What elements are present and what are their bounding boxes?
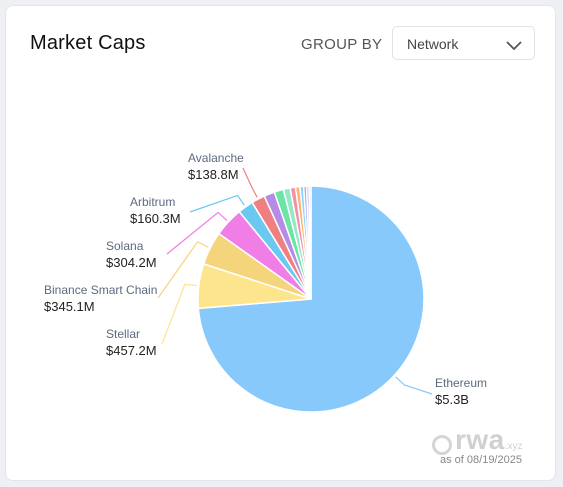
chevron-down-icon [506,38,522,56]
slice-label-name: Solana [106,239,144,253]
pie-slice-other-14[interactable] [308,185,312,300]
page-title: Market Caps [30,32,146,54]
watermark: rwa.xyz [432,424,523,456]
slice-label-value: $304.2M [106,255,157,270]
watermark-logo: rwa [455,424,505,455]
slice-label-name: Stellar [106,327,140,341]
group-by-value: Network [407,36,459,52]
slice-label-name: Binance Smart Chain [44,283,157,297]
watermark-suffix: .xyz [504,441,523,452]
leader-line [395,376,433,395]
leader-line [166,211,228,255]
leader-line [157,241,209,299]
leader-line [189,194,245,213]
watermark-circle-icon [432,434,452,455]
slice-label-value: $345.1M [44,299,95,314]
slice-label-value: $138.8M [188,167,239,182]
group-by-label: GROUP BY [301,36,383,53]
slice-label-value: $5.3B [435,392,469,407]
slice-label-name: Arbitrum [130,195,175,209]
slice-label-value: $457.2M [106,343,157,358]
slice-label-value: $160.3M [130,211,181,226]
slice-label-name: Ethereum [435,376,487,390]
slice-label-name: Avalanche [188,151,244,165]
leader-line [242,167,258,198]
group-by-select[interactable]: Network [392,26,535,60]
leader-line [161,283,197,345]
as-of-date: as of 08/19/2025 [440,454,522,466]
